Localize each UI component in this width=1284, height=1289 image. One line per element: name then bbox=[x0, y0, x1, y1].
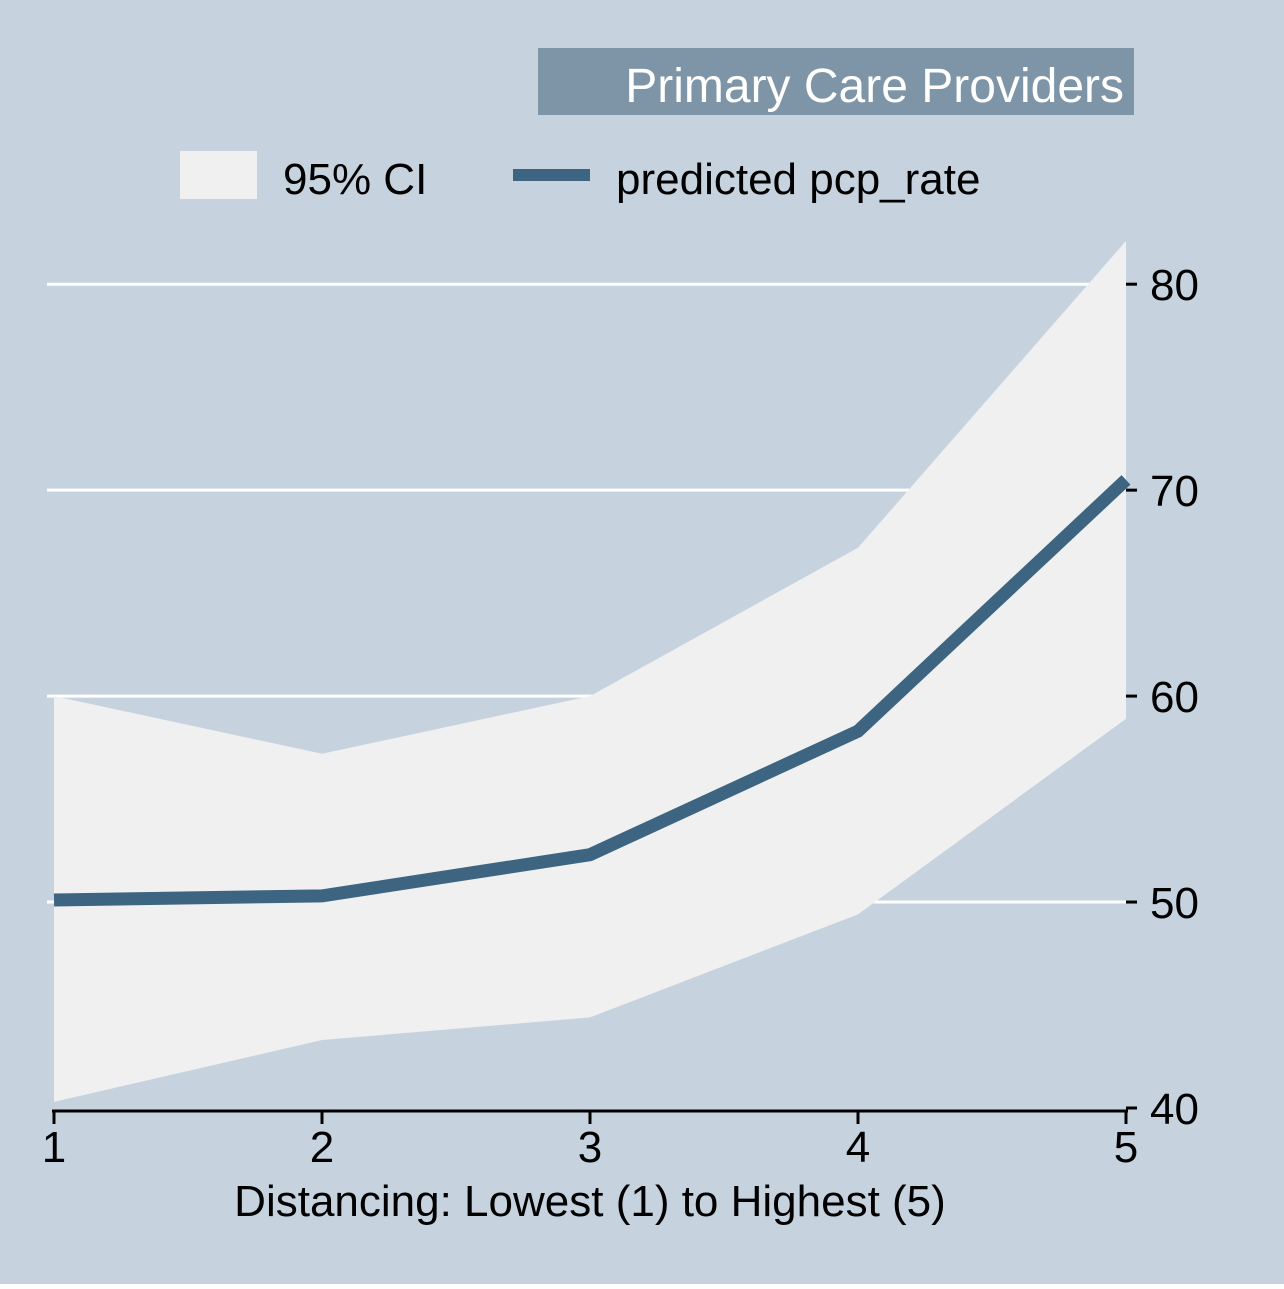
legend: 95% CI predicted pcp_rate bbox=[180, 151, 980, 204]
x-tick-label-5: 5 bbox=[1114, 1123, 1138, 1172]
ci-band bbox=[54, 240, 1126, 1102]
legend-ci-label: 95% CI bbox=[283, 155, 427, 204]
y-tick-label-60: 60 bbox=[1150, 673, 1199, 722]
axes: 1 2 3 4 540 50 60 70 80 bbox=[42, 261, 1199, 1172]
legend-line-swatch bbox=[513, 169, 590, 181]
title-box bbox=[538, 48, 1134, 115]
x-tick-label-4: 4 bbox=[846, 1123, 870, 1172]
x-tick-label-1: 1 bbox=[42, 1123, 66, 1172]
series-line-0 bbox=[53, 475, 1131, 907]
x-tick-label-2: 2 bbox=[310, 1123, 334, 1172]
chart-title: Primary Care Providers bbox=[625, 60, 1124, 113]
legend-ci-swatch bbox=[180, 151, 257, 199]
y-tick-label-80: 80 bbox=[1150, 261, 1199, 310]
series-line-layer bbox=[53, 475, 1131, 907]
y-tick-label-40: 40 bbox=[1150, 1085, 1199, 1134]
y-tick-label-50: 50 bbox=[1150, 879, 1199, 928]
x-tick-label-3: 3 bbox=[578, 1123, 602, 1172]
x-axis-title: Distancing: Lowest (1) to Highest (5) bbox=[234, 1177, 946, 1226]
legend-series-label: predicted pcp_rate bbox=[616, 155, 980, 204]
confidence-band-layer bbox=[54, 240, 1126, 1102]
y-tick-label-70: 70 bbox=[1150, 467, 1199, 516]
